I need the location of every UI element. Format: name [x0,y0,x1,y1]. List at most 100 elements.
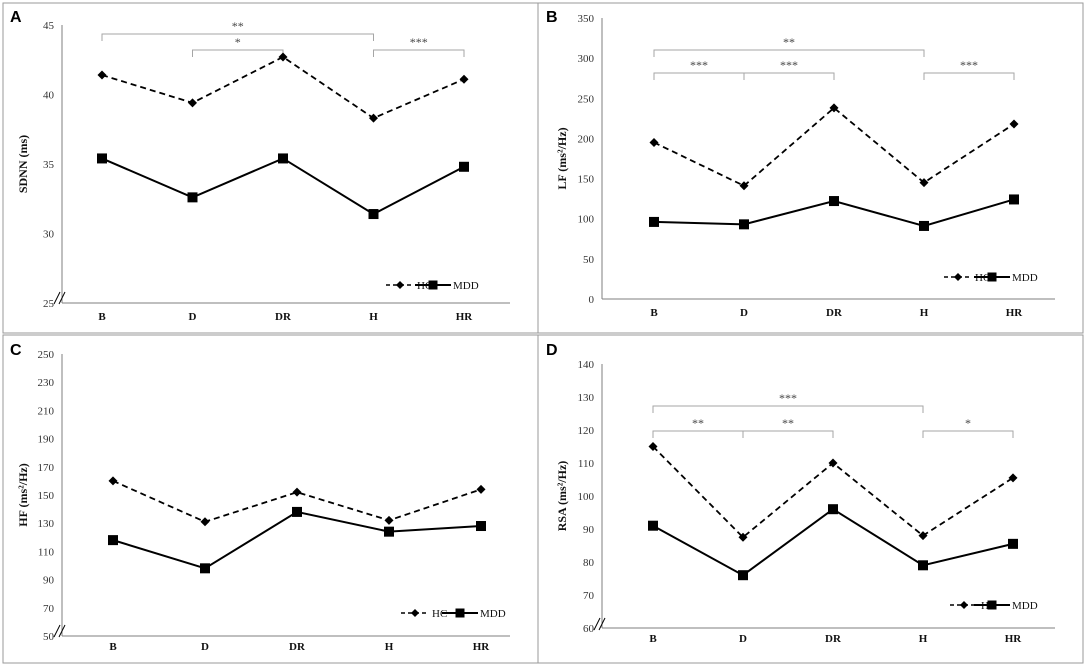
axis-break-mark [598,617,606,631]
data-point-hc [918,531,928,541]
data-point-hc [919,178,929,188]
legend-marker-hc [396,281,404,289]
legend-label-mdd: MDD [1012,272,1038,284]
data-point-mdd [187,192,198,203]
y-tick-label: 50 [43,631,55,643]
significance-bracket [653,49,925,57]
y-tick-label: 110 [38,546,55,558]
y-tick-label: 150 [38,490,55,502]
y-tick-label: 170 [38,462,55,474]
legend-label-hc: HC [432,608,447,620]
axis-break-mark [593,617,601,631]
x-category-label: DR [275,311,292,323]
significance-label: ** [783,35,795,49]
axis-break-mark [53,291,61,305]
x-category-label: D [189,311,197,323]
panel-frame [2,2,539,334]
y-tick-label: 70 [43,603,55,615]
legend-marker-hc [960,601,968,609]
panel-letter: B [546,9,558,26]
data-point-hc [476,484,486,494]
y-tick-label: 35 [43,159,55,171]
significance-bracket [373,49,465,57]
data-point-hc [1009,119,1019,129]
y-tick-label: 30 [43,229,55,241]
significance-bracket [923,72,1015,80]
y-tick-label: 0 [589,294,595,306]
y-axis-title: HF (ms²/Hz) [16,463,30,526]
data-point-hc [108,476,118,486]
data-point-mdd [648,520,658,531]
legend-marker-mdd [987,600,997,610]
y-tick-label: 250 [38,349,55,361]
data-point-hc [384,515,394,525]
x-category-label: DR [289,641,306,653]
x-category-label: B [109,641,117,653]
y-tick-label: 60 [583,623,595,635]
data-point-mdd [739,219,749,230]
x-category-label: HR [473,641,491,653]
y-tick-label: 100 [578,491,595,503]
data-point-mdd [278,153,288,164]
data-point-mdd [1008,538,1018,549]
y-tick-label: 25 [43,298,55,310]
data-point-mdd [459,161,469,172]
panel-frame [537,2,1084,334]
data-point-mdd [476,521,486,532]
x-category-label: H [919,633,928,645]
significance-bracket [743,72,835,80]
data-point-mdd [384,526,394,537]
y-tick-label: 45 [43,20,55,32]
significance-label: *** [690,58,708,72]
data-point-mdd [97,153,107,164]
significance-label: *** [780,58,798,72]
data-point-hc [739,181,749,191]
y-tick-label: 120 [578,425,595,437]
y-tick-label: 50 [583,254,595,266]
y-tick-label: 70 [583,590,595,602]
panel-letter: D [546,342,558,359]
series-line-hc [653,106,1015,187]
data-point-mdd [108,535,118,546]
significance-label: * [235,35,241,49]
x-category-label: DR [826,307,843,319]
x-category-label: H [920,307,929,319]
significance-label: * [965,416,971,430]
x-category-label: B [649,633,657,645]
panel-letter: A [10,9,22,26]
y-tick-label: 300 [578,53,595,65]
panel-frame [537,334,1084,664]
legend-label-mdd: MDD [453,280,479,292]
series-line-hc [112,480,482,523]
significance-bracket [922,430,1014,438]
data-point-hc [97,70,107,80]
x-category-label: B [650,307,658,319]
y-tick-label: 210 [38,405,55,417]
y-tick-label: 100 [578,214,595,226]
data-point-mdd [368,209,379,220]
significance-bracket [742,430,834,438]
y-tick-label: 190 [38,434,55,446]
data-point-mdd [918,560,928,571]
y-tick-label: 90 [43,575,55,587]
data-point-hc [188,98,197,108]
significance-label: *** [960,58,978,72]
significance-label: ** [692,416,704,430]
data-point-hc [738,532,748,542]
axis-break-mark [58,291,66,305]
data-point-mdd [738,570,748,581]
data-point-hc [459,74,469,84]
data-point-hc [292,487,302,497]
data-point-mdd [829,196,839,207]
y-axis-title: LF (ms²/Hz) [555,127,569,189]
y-tick-label: 150 [578,174,595,186]
axis-break-mark [53,624,61,638]
series-line-hc [101,55,465,120]
significance-label: *** [410,35,428,49]
y-tick-label: 130 [38,518,55,530]
data-point-hc [648,442,658,451]
x-category-label: D [740,307,748,319]
y-tick-label: 80 [583,557,595,569]
data-point-mdd [919,220,929,231]
